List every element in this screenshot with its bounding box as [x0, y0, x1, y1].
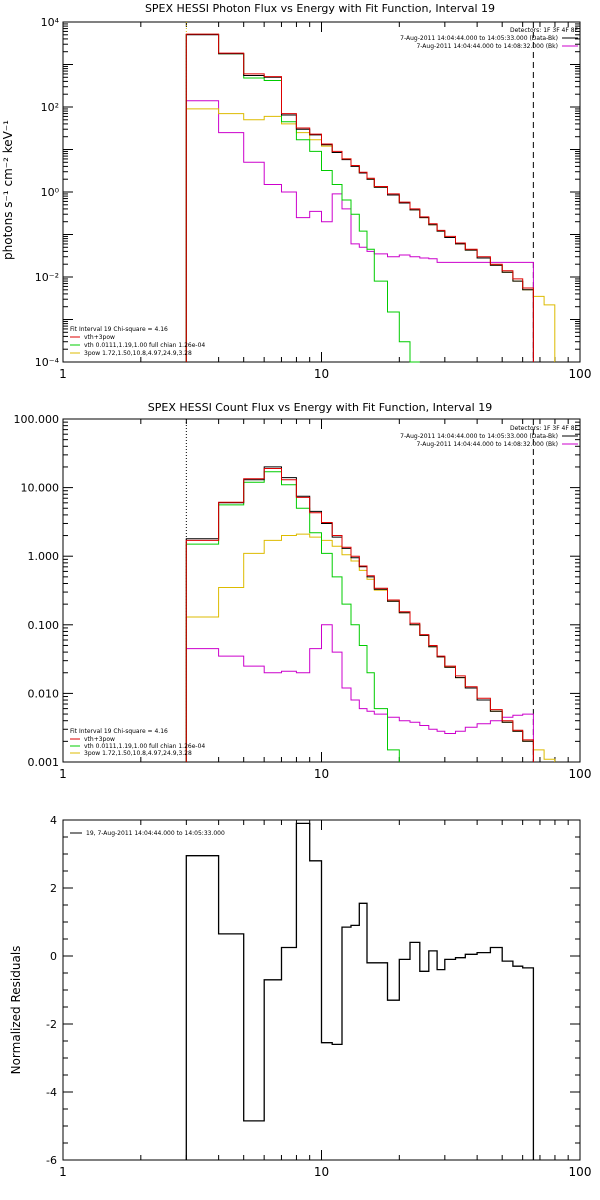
photon-flux-panel: SPEX HESSI Photon Flux vs Energy with Fi… — [1, 2, 591, 381]
legend-entry-residuals: 19, 7-Aug-2011 14:04:44.000 to 14:05:33.… — [86, 830, 225, 837]
y-tick-label: 100.000 — [14, 413, 60, 426]
series-residuals — [185, 822, 535, 1160]
y-tick-label: 10⁰ — [41, 186, 60, 199]
x-tick-label: 10 — [314, 367, 329, 381]
y-tick-label: 0.100 — [28, 619, 60, 632]
legend-entry-vth-3pow: vth+3pow — [84, 334, 115, 341]
y-tick-label: 10⁻⁴ — [35, 356, 60, 369]
legend-entry-data: 7-Aug-2011 14:04:44.000 to 14:05:33.000 … — [400, 433, 558, 440]
count-flux-panel: SPEX HESSI Count Flux vs Energy with Fit… — [14, 401, 592, 781]
photon-flux-plot-area — [62, 21, 581, 363]
y-tick-label: 1.000 — [28, 550, 60, 563]
legend-entry-data: 7-Aug-2011 14:04:44.000 to 14:05:33.000 … — [400, 35, 558, 42]
x-tick-label: 100 — [569, 1165, 592, 1179]
x-tick-label: 100 — [569, 367, 592, 381]
count-flux-legend-bottom-left: Fit Interval 19 Chi-square = 4.16 vth+3p… — [70, 728, 205, 757]
residuals-plot-area — [62, 819, 581, 1161]
photon-flux-legend-bottom-left: Fit Interval 19 Chi-square = 4.16 vth+3p… — [70, 326, 205, 357]
series-data — [185, 34, 534, 362]
y-tick-label: 10⁴ — [41, 16, 60, 29]
legend-entry-background: 7-Aug-2011 14:04:44.000 to 14:08:32.000 … — [416, 43, 558, 50]
photon-flux-tick-labels: 1 10 100 10⁻⁴ 10⁻² 10⁰ 10² 10⁴ — [35, 16, 592, 381]
y-tick-label: 0 — [50, 950, 57, 963]
residuals-ylabel: Normalized Residuals — [9, 946, 23, 1075]
legend-fit-header: Fit Interval 19 Chi-square = 4.16 — [70, 728, 168, 735]
photon-flux-legend-top-right: Detectors: 1F 3F 4F 8F 7-Aug-2011 14:04:… — [400, 27, 578, 50]
legend-entry-vth-3pow: vth+3pow — [84, 736, 115, 743]
y-tick-label: -4 — [46, 1086, 57, 1099]
series-3pow — [185, 108, 556, 362]
y-tick-label: 10² — [41, 101, 59, 114]
count-flux-title: SPEX HESSI Count Flux vs Energy with Fit… — [148, 401, 492, 414]
series-data — [185, 466, 534, 762]
legend-entry-background: 7-Aug-2011 14:04:44.000 to 14:08:32.000 … — [416, 441, 558, 448]
y-tick-label: 4 — [50, 814, 57, 827]
series-vth-3pow — [185, 468, 534, 762]
y-tick-label: 2 — [50, 882, 57, 895]
series-vth — [185, 33, 420, 363]
x-tick-label: 1 — [59, 767, 67, 781]
photon-flux-title: SPEX HESSI Photon Flux vs Energy with Fi… — [145, 2, 495, 15]
y-tick-label: -6 — [46, 1154, 57, 1167]
series-3pow — [185, 533, 556, 762]
x-tick-label: 10 — [314, 1165, 329, 1179]
legend-header: Detectors: 1F 3F 4F 8F — [510, 27, 579, 34]
legend-header: Detectors: 1F 3F 4F 8F — [510, 425, 579, 432]
legend-fit-header: Fit Interval 19 Chi-square = 4.16 — [70, 326, 168, 333]
x-tick-label: 100 — [569, 767, 592, 781]
axes-frame — [62, 21, 581, 363]
series-vth — [185, 471, 400, 762]
legend-entry-vth: vth 0.0111,1.19,1.00 full chian 1.26e-04 — [84, 743, 205, 750]
legend-entry-3pow: 3pow 1.72,1.50,10.8,4.97,24.9,3.28 — [84, 750, 192, 757]
x-tick-label: 10 — [314, 767, 329, 781]
y-tick-label: 0.001 — [28, 756, 60, 769]
residuals-panel: Normalized Residuals 1 10 100 -6 -4 -2 0 2 4 19,… — [9, 814, 591, 1179]
x-tick-label: 1 — [59, 367, 67, 381]
count-flux-plot-area — [62, 418, 581, 763]
photon-flux-ylabel: photons s⁻¹ cm⁻² keV⁻¹ — [1, 120, 15, 260]
series-vth-3pow — [185, 33, 534, 362]
y-tick-label: 10⁻² — [35, 271, 59, 284]
count-flux-tick-labels: 1 10 100 0.001 0.010 0.100 1.000 10.000 100.000 — [14, 413, 592, 781]
count-flux-legend-top-right: Detectors: 1F 3F 4F 8F 7-Aug-2011 14:04:… — [400, 425, 578, 448]
legend-entry-3pow: 3pow 1.72,1.50,10.8,4.97,24.9,3.28 — [84, 350, 192, 357]
y-tick-label: -2 — [46, 1018, 57, 1031]
y-tick-label: 10.000 — [21, 482, 60, 495]
x-tick-label: 1 — [59, 1165, 67, 1179]
legend-entry-vth: vth 0.0111,1.19,1.00 full chian 1.26e-04 — [84, 342, 205, 349]
y-tick-label: 0.010 — [28, 687, 60, 700]
residuals-tick-labels: 1 10 100 -6 -4 -2 0 2 4 — [46, 814, 591, 1179]
residuals-legend-top-left: 19, 7-Aug-2011 14:04:44.000 to 14:05:33.… — [70, 830, 225, 837]
